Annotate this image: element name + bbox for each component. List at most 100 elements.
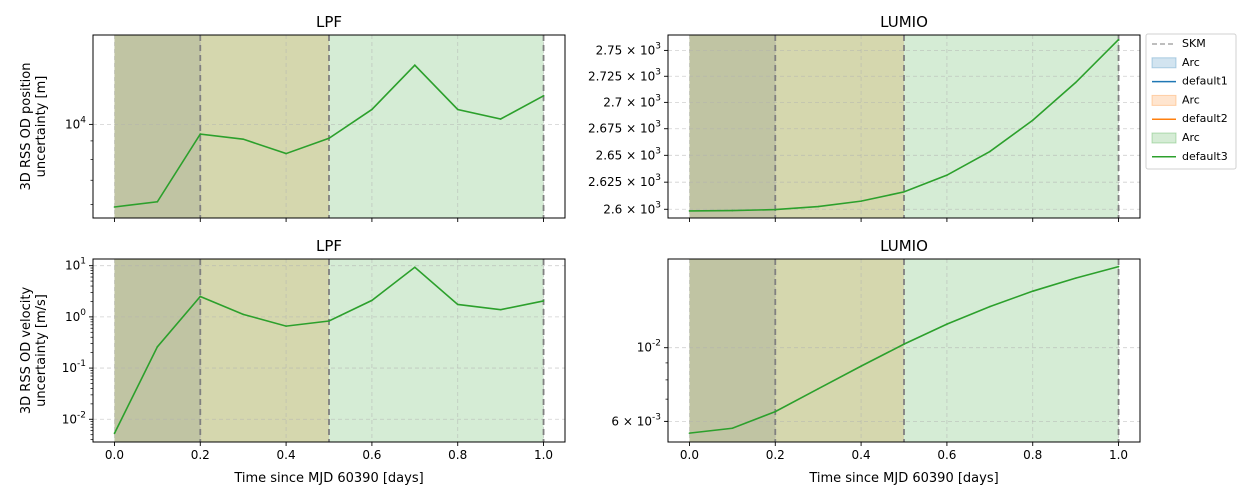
x-tick-label: 0.4 bbox=[277, 448, 296, 462]
y-tick-label: 101 bbox=[65, 256, 86, 272]
data-point bbox=[731, 209, 734, 212]
data-point bbox=[688, 432, 691, 434]
subplot-1: 104 LPF 3D RSS OD positionuncertainty [m] bbox=[19, 13, 566, 222]
axes-frame bbox=[92, 258, 566, 443]
data-point bbox=[414, 266, 416, 269]
data-point bbox=[499, 308, 502, 311]
x-tick-label: 0.2 bbox=[766, 448, 785, 462]
subplots: 104 LPF 3D RSS OD positionuncertainty [m] 2… bbox=[19, 13, 1141, 486]
data-point bbox=[242, 138, 244, 140]
arc-region-2 bbox=[200, 259, 329, 442]
y-tick-label: 6 × 10-3 bbox=[611, 412, 661, 428]
y-tick-label: 2.6 × 103 bbox=[603, 200, 661, 216]
data-point bbox=[817, 205, 819, 208]
arc-overlap-1 bbox=[114, 35, 201, 218]
data-point bbox=[285, 152, 287, 155]
data-point bbox=[1074, 81, 1077, 84]
subplot-title: LPF bbox=[316, 13, 342, 31]
data-point bbox=[456, 108, 459, 111]
legend-label: SKM bbox=[1182, 37, 1206, 50]
axes-frame bbox=[92, 34, 566, 219]
data-point bbox=[199, 295, 202, 298]
y-tick-label: 2.65 × 103 bbox=[596, 146, 661, 162]
data-point bbox=[414, 64, 416, 66]
data-point bbox=[903, 343, 905, 345]
arc-overlap-3 bbox=[689, 259, 776, 442]
x-tick-label: 1.0 bbox=[1109, 448, 1128, 462]
legend-swatch-arc bbox=[1151, 57, 1177, 69]
x-axis-label: Time since MJD 60390 [days] bbox=[233, 471, 423, 486]
x-tick-label: 0.2 bbox=[191, 448, 210, 462]
arc-overlap-3 bbox=[114, 259, 201, 442]
x-tick-label: 0.6 bbox=[362, 448, 381, 462]
data-point bbox=[1117, 38, 1120, 41]
legend-entry: default2 bbox=[1152, 112, 1228, 125]
y-tick-label: 2.625 × 103 bbox=[588, 173, 661, 189]
data-point bbox=[1031, 119, 1034, 122]
arc-overlap-2 bbox=[775, 35, 904, 218]
data-point bbox=[199, 133, 202, 135]
legend-label: default1 bbox=[1182, 75, 1228, 88]
x-tick-label: 0.8 bbox=[448, 448, 467, 462]
subplot-3: 10-2 10-1 100 101 0.0 0.2 0.4 0.6 0.8 1.0 LPF Time … bbox=[19, 237, 566, 486]
data-point bbox=[817, 388, 819, 390]
data-point bbox=[156, 200, 159, 203]
legend-entry: Arc bbox=[1151, 56, 1200, 69]
y-tick-label: 10-2 bbox=[637, 338, 661, 354]
data-point bbox=[774, 208, 777, 211]
arc-region-1 bbox=[114, 259, 201, 442]
data-point bbox=[1031, 290, 1034, 292]
data-point bbox=[860, 365, 862, 367]
y-tick-label: 10-2 bbox=[62, 410, 86, 426]
data-point bbox=[113, 206, 116, 208]
arc-overlap-3 bbox=[689, 35, 776, 218]
arc-overlap-2 bbox=[200, 259, 329, 442]
data-point bbox=[285, 325, 287, 327]
arc-region-1 bbox=[689, 35, 776, 218]
data-point bbox=[456, 303, 459, 306]
arc-region-1 bbox=[114, 35, 201, 218]
subplot-2: 2.6 × 103 2.625 × 103 2.65 × 103 2.675 × 10… bbox=[588, 13, 1141, 222]
legend-label: default3 bbox=[1182, 150, 1228, 163]
arc-region-3 bbox=[904, 35, 1119, 218]
data-point bbox=[328, 320, 330, 322]
data-point bbox=[156, 346, 159, 348]
arc-region-1 bbox=[689, 259, 776, 442]
data-point bbox=[542, 95, 545, 97]
legend-entry: Arc bbox=[1151, 131, 1200, 144]
data-point bbox=[731, 427, 734, 430]
legend-label: Arc bbox=[1182, 131, 1200, 144]
legend-swatch-arc bbox=[1151, 132, 1177, 144]
y-tick-label: 2.75 × 103 bbox=[596, 41, 661, 57]
y-tick-label: 100 bbox=[65, 307, 86, 323]
data-point bbox=[499, 118, 502, 120]
legend-box bbox=[1145, 33, 1237, 170]
axes-frame bbox=[667, 34, 1141, 219]
y-tick-label: 104 bbox=[65, 115, 86, 131]
data-point bbox=[774, 410, 777, 413]
data-point bbox=[688, 210, 691, 212]
data-point bbox=[242, 313, 244, 316]
arc-region-2 bbox=[200, 35, 329, 218]
x-tick-label: 0.4 bbox=[852, 448, 871, 462]
arc-region-2 bbox=[775, 35, 904, 218]
data-point bbox=[542, 300, 545, 302]
x-tick-label: 0.0 bbox=[680, 448, 699, 462]
data-point bbox=[371, 108, 373, 111]
subplot-title: LPF bbox=[316, 237, 342, 255]
x-tick-label: 0.8 bbox=[1023, 448, 1042, 462]
legend-entry: default1 bbox=[1152, 75, 1228, 88]
y-tick-label: 2.725 × 103 bbox=[588, 67, 661, 83]
arc-overlap-2 bbox=[775, 259, 904, 442]
arc-region-3 bbox=[329, 35, 544, 218]
axes-frame bbox=[667, 258, 1141, 443]
arc-region-2 bbox=[775, 259, 904, 442]
x-tick-label: 0.0 bbox=[105, 448, 124, 462]
arc-region-3 bbox=[904, 259, 1119, 442]
arc-overlap-1 bbox=[689, 259, 776, 442]
arc-region-3 bbox=[329, 259, 544, 442]
legend: SKM Arc default1 Arc default2 Arc default3 bbox=[1145, 33, 1237, 170]
y-tick-label: 2.675 × 103 bbox=[588, 119, 661, 135]
subplot-title: LUMIO bbox=[880, 13, 928, 31]
